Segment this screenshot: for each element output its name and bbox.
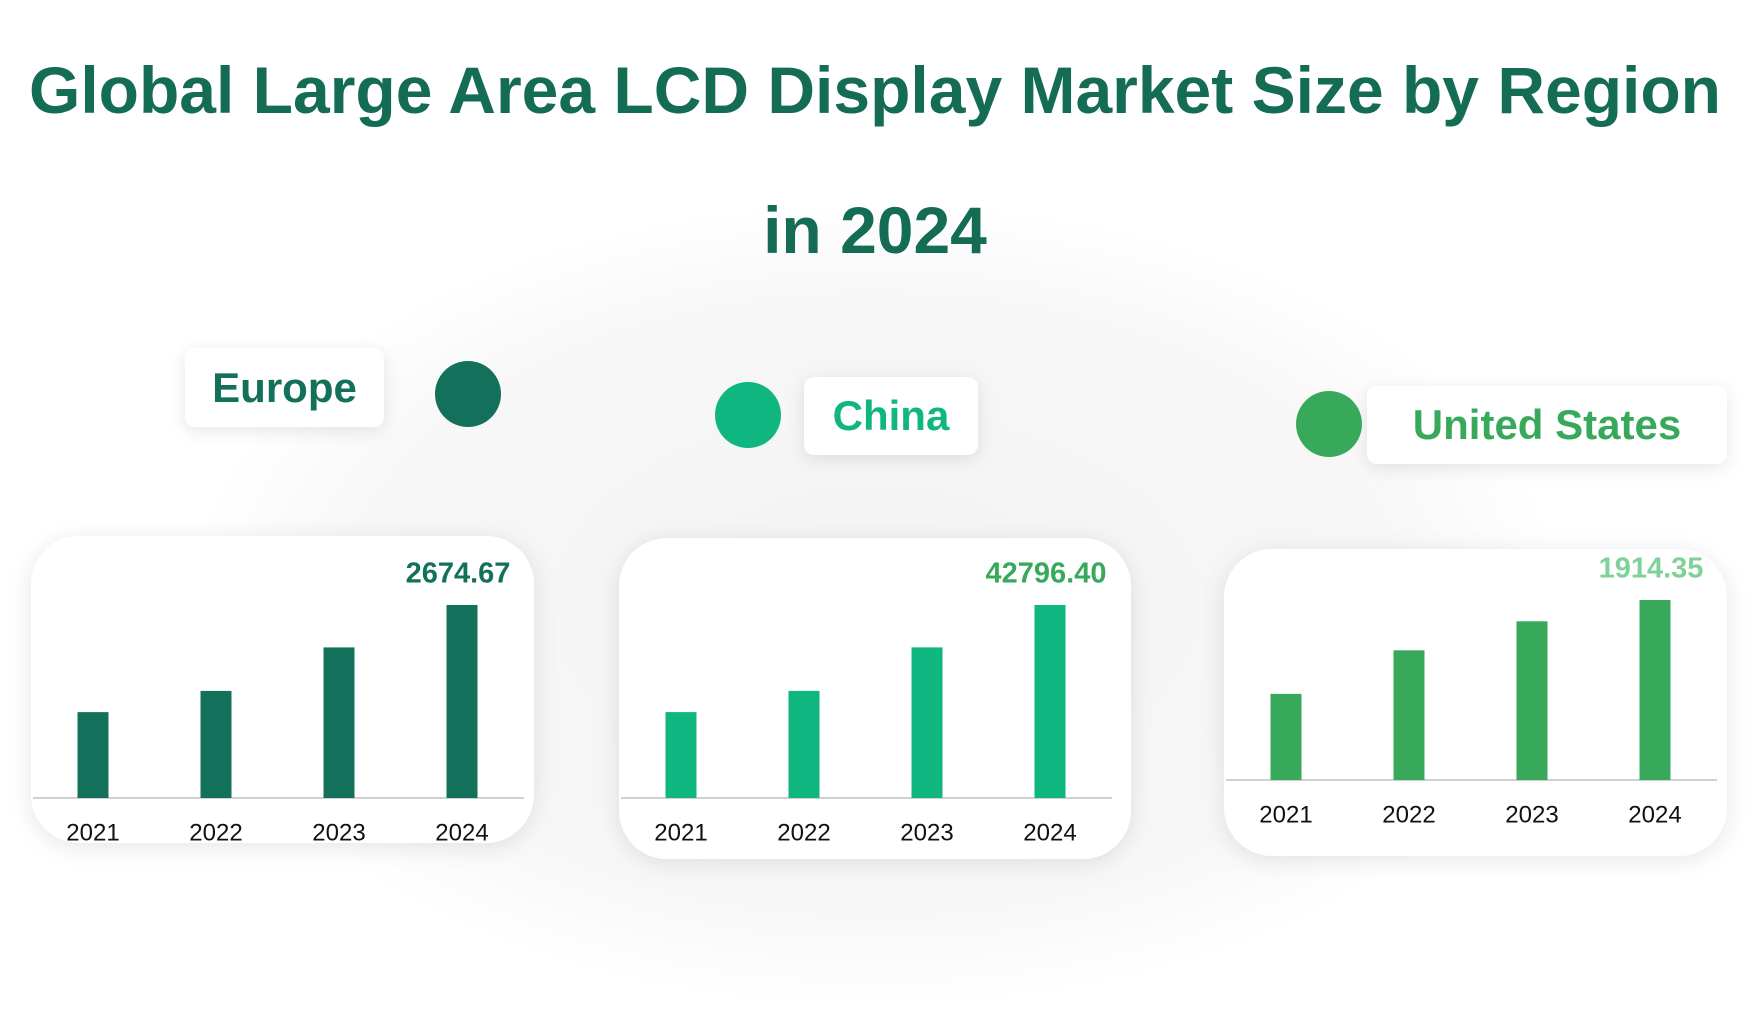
chart: 2021 2022 2023 2024 1914.35 — [1226, 553, 1717, 828]
x-tick-label: 2021 — [66, 819, 119, 843]
bar — [1393, 650, 1425, 780]
value-label: 42796.40 — [986, 558, 1107, 590]
region-marker — [1296, 391, 1362, 457]
chart-card: 2021 2022 2023 2024 42796.40 — [619, 538, 1131, 859]
x-tick-label: 2022 — [777, 819, 830, 846]
x-tick-label: 2024 — [435, 819, 488, 843]
value-label: 1914.35 — [1599, 553, 1704, 585]
bar — [665, 712, 697, 798]
bar — [788, 690, 820, 798]
bar — [323, 647, 355, 798]
chart: 2021 2022 2023 2024 2674.67 — [33, 558, 524, 846]
bar — [446, 605, 478, 798]
value-label: 2674.67 — [406, 558, 511, 590]
bar — [911, 647, 943, 798]
x-tick-label: 2021 — [654, 819, 707, 846]
x-tick-label: 2022 — [189, 819, 242, 843]
chart-title: Global Large Area LCD Display Market Siz… — [29, 53, 1721, 267]
x-tick-label: 2023 — [1505, 801, 1558, 828]
bar — [1639, 600, 1671, 780]
region-marker — [435, 361, 501, 427]
chart-card: 2021 2022 2023 2024 1914.35 — [1224, 549, 1727, 856]
region-marker — [715, 382, 781, 448]
chart: 2021 2022 2023 2024 42796.40 — [621, 558, 1112, 846]
region-label: China — [804, 377, 978, 455]
bar — [1516, 621, 1548, 780]
region-label: Europe — [185, 348, 384, 427]
x-tick-label: 2021 — [1259, 801, 1312, 828]
x-tick-label: 2023 — [312, 819, 365, 843]
bar — [77, 712, 109, 798]
x-tick-label: 2022 — [1382, 801, 1435, 828]
x-tick-label: 2024 — [1628, 801, 1681, 828]
bar — [200, 690, 232, 798]
x-tick-label: 2023 — [900, 819, 953, 846]
chart-card: 2021 2022 2023 2024 2674.67 — [31, 536, 534, 846]
bar — [1034, 605, 1066, 798]
bar — [1270, 693, 1302, 780]
x-tick-label: 2024 — [1023, 819, 1076, 846]
region-label: United States — [1367, 386, 1727, 464]
